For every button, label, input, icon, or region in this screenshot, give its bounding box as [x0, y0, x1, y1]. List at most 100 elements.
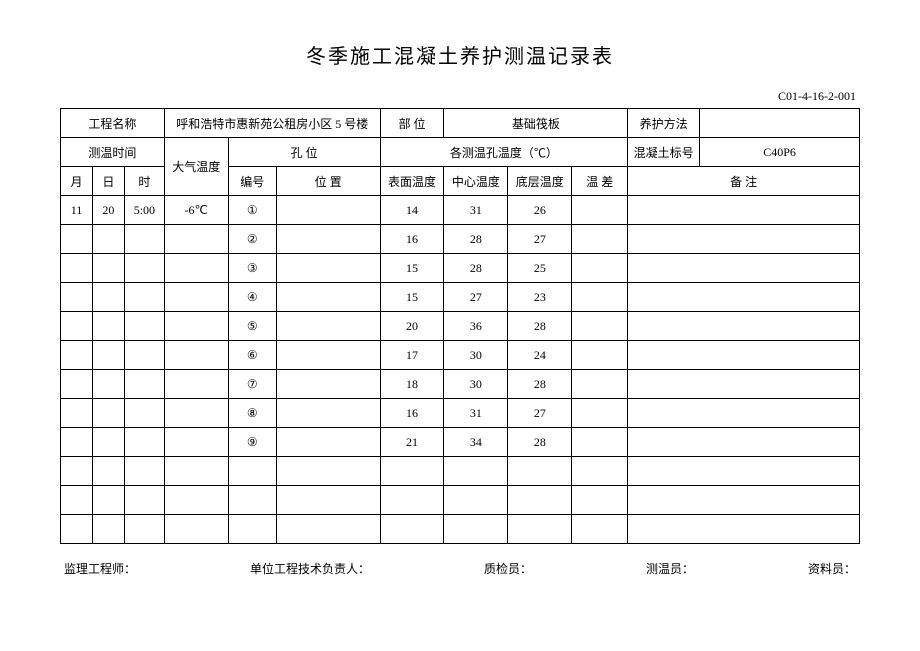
cell-center	[444, 515, 508, 544]
cell-month	[61, 457, 93, 486]
concrete-mark-value: C40P6	[700, 138, 860, 167]
no-label: 编号	[228, 167, 276, 196]
cell-diff	[572, 283, 628, 312]
cell-hour	[124, 341, 164, 370]
table-row	[61, 515, 860, 544]
cell-bottom: 27	[508, 225, 572, 254]
cell-remarks	[628, 515, 860, 544]
cell-month	[61, 254, 93, 283]
cell-bottom: 28	[508, 428, 572, 457]
footer-inspector: 质检员：	[484, 560, 532, 577]
cell-center: 28	[444, 254, 508, 283]
measure-time-label: 测温时间	[61, 138, 165, 167]
cell-no: ⑦	[228, 370, 276, 399]
cell-no	[228, 457, 276, 486]
cell-month	[61, 399, 93, 428]
table-row: 11205:00-6℃①143126	[61, 196, 860, 225]
cell-center: 31	[444, 196, 508, 225]
cell-bottom	[508, 457, 572, 486]
cell-pos	[276, 312, 380, 341]
cell-bottom	[508, 515, 572, 544]
cell-remarks	[628, 457, 860, 486]
cell-bottom	[508, 486, 572, 515]
hole-temps-label: 各测温孔温度（℃）	[380, 138, 628, 167]
cell-diff	[572, 428, 628, 457]
cell-month	[61, 225, 93, 254]
cell-surface: 15	[380, 254, 444, 283]
bottom-label: 底层温度	[508, 167, 572, 196]
cell-pos	[276, 399, 380, 428]
table-row: ⑨213428	[61, 428, 860, 457]
hole-pos-label: 孔 位	[228, 138, 380, 167]
air-temp-label: 大气温度	[164, 138, 228, 196]
table-row: ④152723	[61, 283, 860, 312]
cell-surface	[380, 486, 444, 515]
cell-month	[61, 515, 93, 544]
cell-bottom: 25	[508, 254, 572, 283]
cell-day	[92, 283, 124, 312]
cell-diff	[572, 341, 628, 370]
cell-center: 27	[444, 283, 508, 312]
cell-hour	[124, 457, 164, 486]
curing-method-value	[700, 109, 860, 138]
curing-method-label: 养护方法	[628, 109, 700, 138]
cell-surface: 16	[380, 399, 444, 428]
cell-bottom: 27	[508, 399, 572, 428]
cell-air	[164, 457, 228, 486]
cell-remarks	[628, 370, 860, 399]
cell-remarks	[628, 312, 860, 341]
cell-remarks	[628, 399, 860, 428]
cell-day	[92, 428, 124, 457]
header-row-1: 工程名称 呼和浩特市惠新苑公租房小区 5 号楼 部 位 基础筏板 养护方法	[61, 109, 860, 138]
concrete-mark-label: 混凝土标号	[628, 138, 700, 167]
table-row: ②162827	[61, 225, 860, 254]
remarks-label: 备 注	[628, 167, 860, 196]
cell-day	[92, 370, 124, 399]
project-name-value: 呼和浩特市惠新苑公租房小区 5 号楼	[164, 109, 380, 138]
document-number: C01-4-16-2-001	[60, 89, 860, 104]
cell-air	[164, 515, 228, 544]
cell-month	[61, 341, 93, 370]
cell-diff	[572, 225, 628, 254]
cell-no: ⑥	[228, 341, 276, 370]
cell-remarks	[628, 196, 860, 225]
cell-pos	[276, 370, 380, 399]
cell-air	[164, 428, 228, 457]
footer-measurer: 测温员：	[646, 560, 694, 577]
diff-label: 温 差	[572, 167, 628, 196]
cell-diff	[572, 486, 628, 515]
hour-label: 时	[124, 167, 164, 196]
cell-month: 11	[61, 196, 93, 225]
cell-pos	[276, 486, 380, 515]
cell-no: ⑤	[228, 312, 276, 341]
cell-hour	[124, 486, 164, 515]
cell-hour: 5:00	[124, 196, 164, 225]
cell-bottom: 26	[508, 196, 572, 225]
cell-center: 36	[444, 312, 508, 341]
project-name-label: 工程名称	[61, 109, 165, 138]
cell-diff	[572, 515, 628, 544]
table-row	[61, 486, 860, 515]
cell-air	[164, 370, 228, 399]
cell-hour	[124, 254, 164, 283]
center-label: 中心温度	[444, 167, 508, 196]
cell-air	[164, 254, 228, 283]
header-row-2: 测温时间 大气温度 孔 位 各测温孔温度（℃） 混凝土标号 C40P6	[61, 138, 860, 167]
cell-no: ④	[228, 283, 276, 312]
cell-diff	[572, 457, 628, 486]
cell-center: 28	[444, 225, 508, 254]
table-row: ⑤203628	[61, 312, 860, 341]
cell-hour	[124, 283, 164, 312]
cell-pos	[276, 254, 380, 283]
cell-day	[92, 457, 124, 486]
cell-remarks	[628, 341, 860, 370]
cell-month	[61, 283, 93, 312]
cell-day	[92, 225, 124, 254]
cell-diff	[572, 399, 628, 428]
cell-day	[92, 312, 124, 341]
cell-day	[92, 515, 124, 544]
cell-no: ②	[228, 225, 276, 254]
cell-air	[164, 486, 228, 515]
page-title: 冬季施工混凝土养护测温记录表	[60, 40, 860, 69]
cell-remarks	[628, 428, 860, 457]
